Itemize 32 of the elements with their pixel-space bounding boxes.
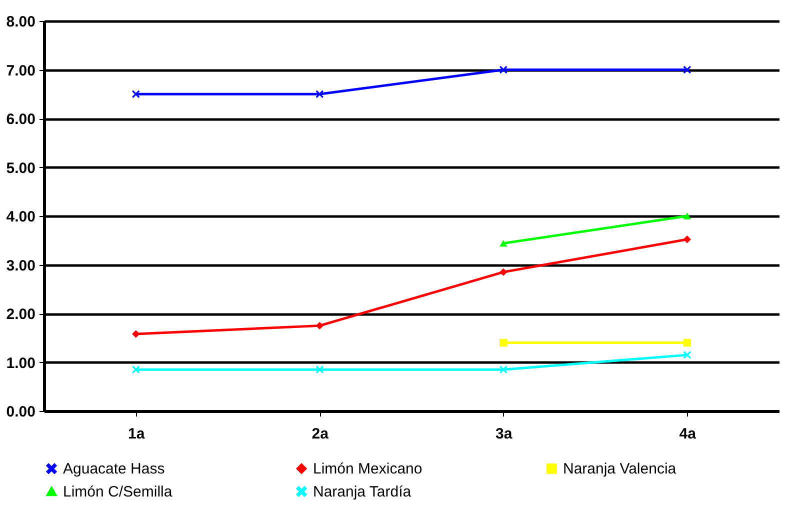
point	[683, 351, 691, 359]
legend-label: Naranja Tardía	[313, 484, 412, 500]
point	[500, 268, 508, 276]
point	[500, 366, 508, 374]
legend-label: Limón Mexicano	[313, 460, 422, 478]
y-tick-label: 6.00	[6, 111, 36, 128]
y-tick-label: 2.00	[6, 306, 36, 323]
point	[132, 90, 140, 98]
y-tick-label: 1.00	[6, 354, 36, 372]
point	[500, 66, 508, 74]
y-tick-label: 8.00	[6, 14, 36, 30]
x-tick-label: 1a	[128, 426, 146, 442]
y-tick-label: 0.00	[6, 404, 36, 420]
legend-label: Aguacate Hass	[63, 460, 165, 478]
y-tick-label: 3.00	[6, 257, 36, 274]
x-tick-label: 2a	[312, 426, 330, 442]
legend-label: Limón C/Semilla	[63, 484, 173, 500]
point	[500, 338, 508, 347]
point	[683, 338, 691, 347]
x-tick-label: 3a	[496, 426, 513, 442]
point	[683, 66, 691, 74]
point	[316, 90, 324, 98]
point	[316, 366, 324, 374]
legend-label: Naranja Valencia	[563, 460, 677, 478]
x-tick-label: 4a	[679, 426, 697, 442]
point	[132, 330, 140, 338]
y-tick-label: 5.00	[6, 160, 36, 177]
y-tick-label: 7.00	[6, 62, 36, 80]
point	[316, 322, 324, 330]
point	[132, 366, 140, 374]
y-tick-label: 4.00	[6, 208, 36, 226]
point	[683, 236, 691, 244]
